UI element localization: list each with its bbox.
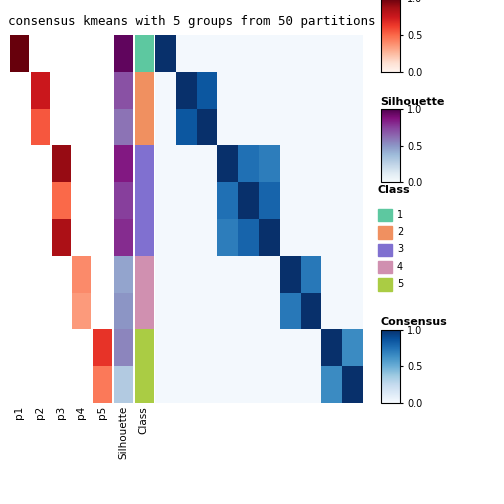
Text: Consensus: Consensus [381, 318, 447, 328]
X-axis label: p2: p2 [35, 406, 45, 419]
X-axis label: p3: p3 [56, 406, 66, 419]
Bar [378, 261, 392, 274]
Text: 4: 4 [397, 262, 403, 272]
Text: 2: 2 [397, 227, 403, 237]
Text: 3: 3 [397, 244, 403, 255]
X-axis label: Silhouette: Silhouette [118, 406, 128, 459]
Bar [378, 209, 392, 221]
X-axis label: Class: Class [139, 406, 149, 434]
X-axis label: p4: p4 [77, 406, 87, 419]
Bar [378, 243, 392, 256]
X-axis label: p5: p5 [97, 406, 107, 419]
Bar [378, 278, 392, 291]
X-axis label: p1: p1 [14, 406, 24, 419]
Bar [378, 226, 392, 239]
Text: 5: 5 [397, 279, 403, 289]
Text: Silhouette: Silhouette [381, 97, 445, 107]
Text: 1: 1 [397, 210, 403, 220]
Text: Class: Class [378, 185, 411, 195]
Text: consensus kmeans with 5 groups from 50 partitions: consensus kmeans with 5 groups from 50 p… [8, 15, 375, 28]
